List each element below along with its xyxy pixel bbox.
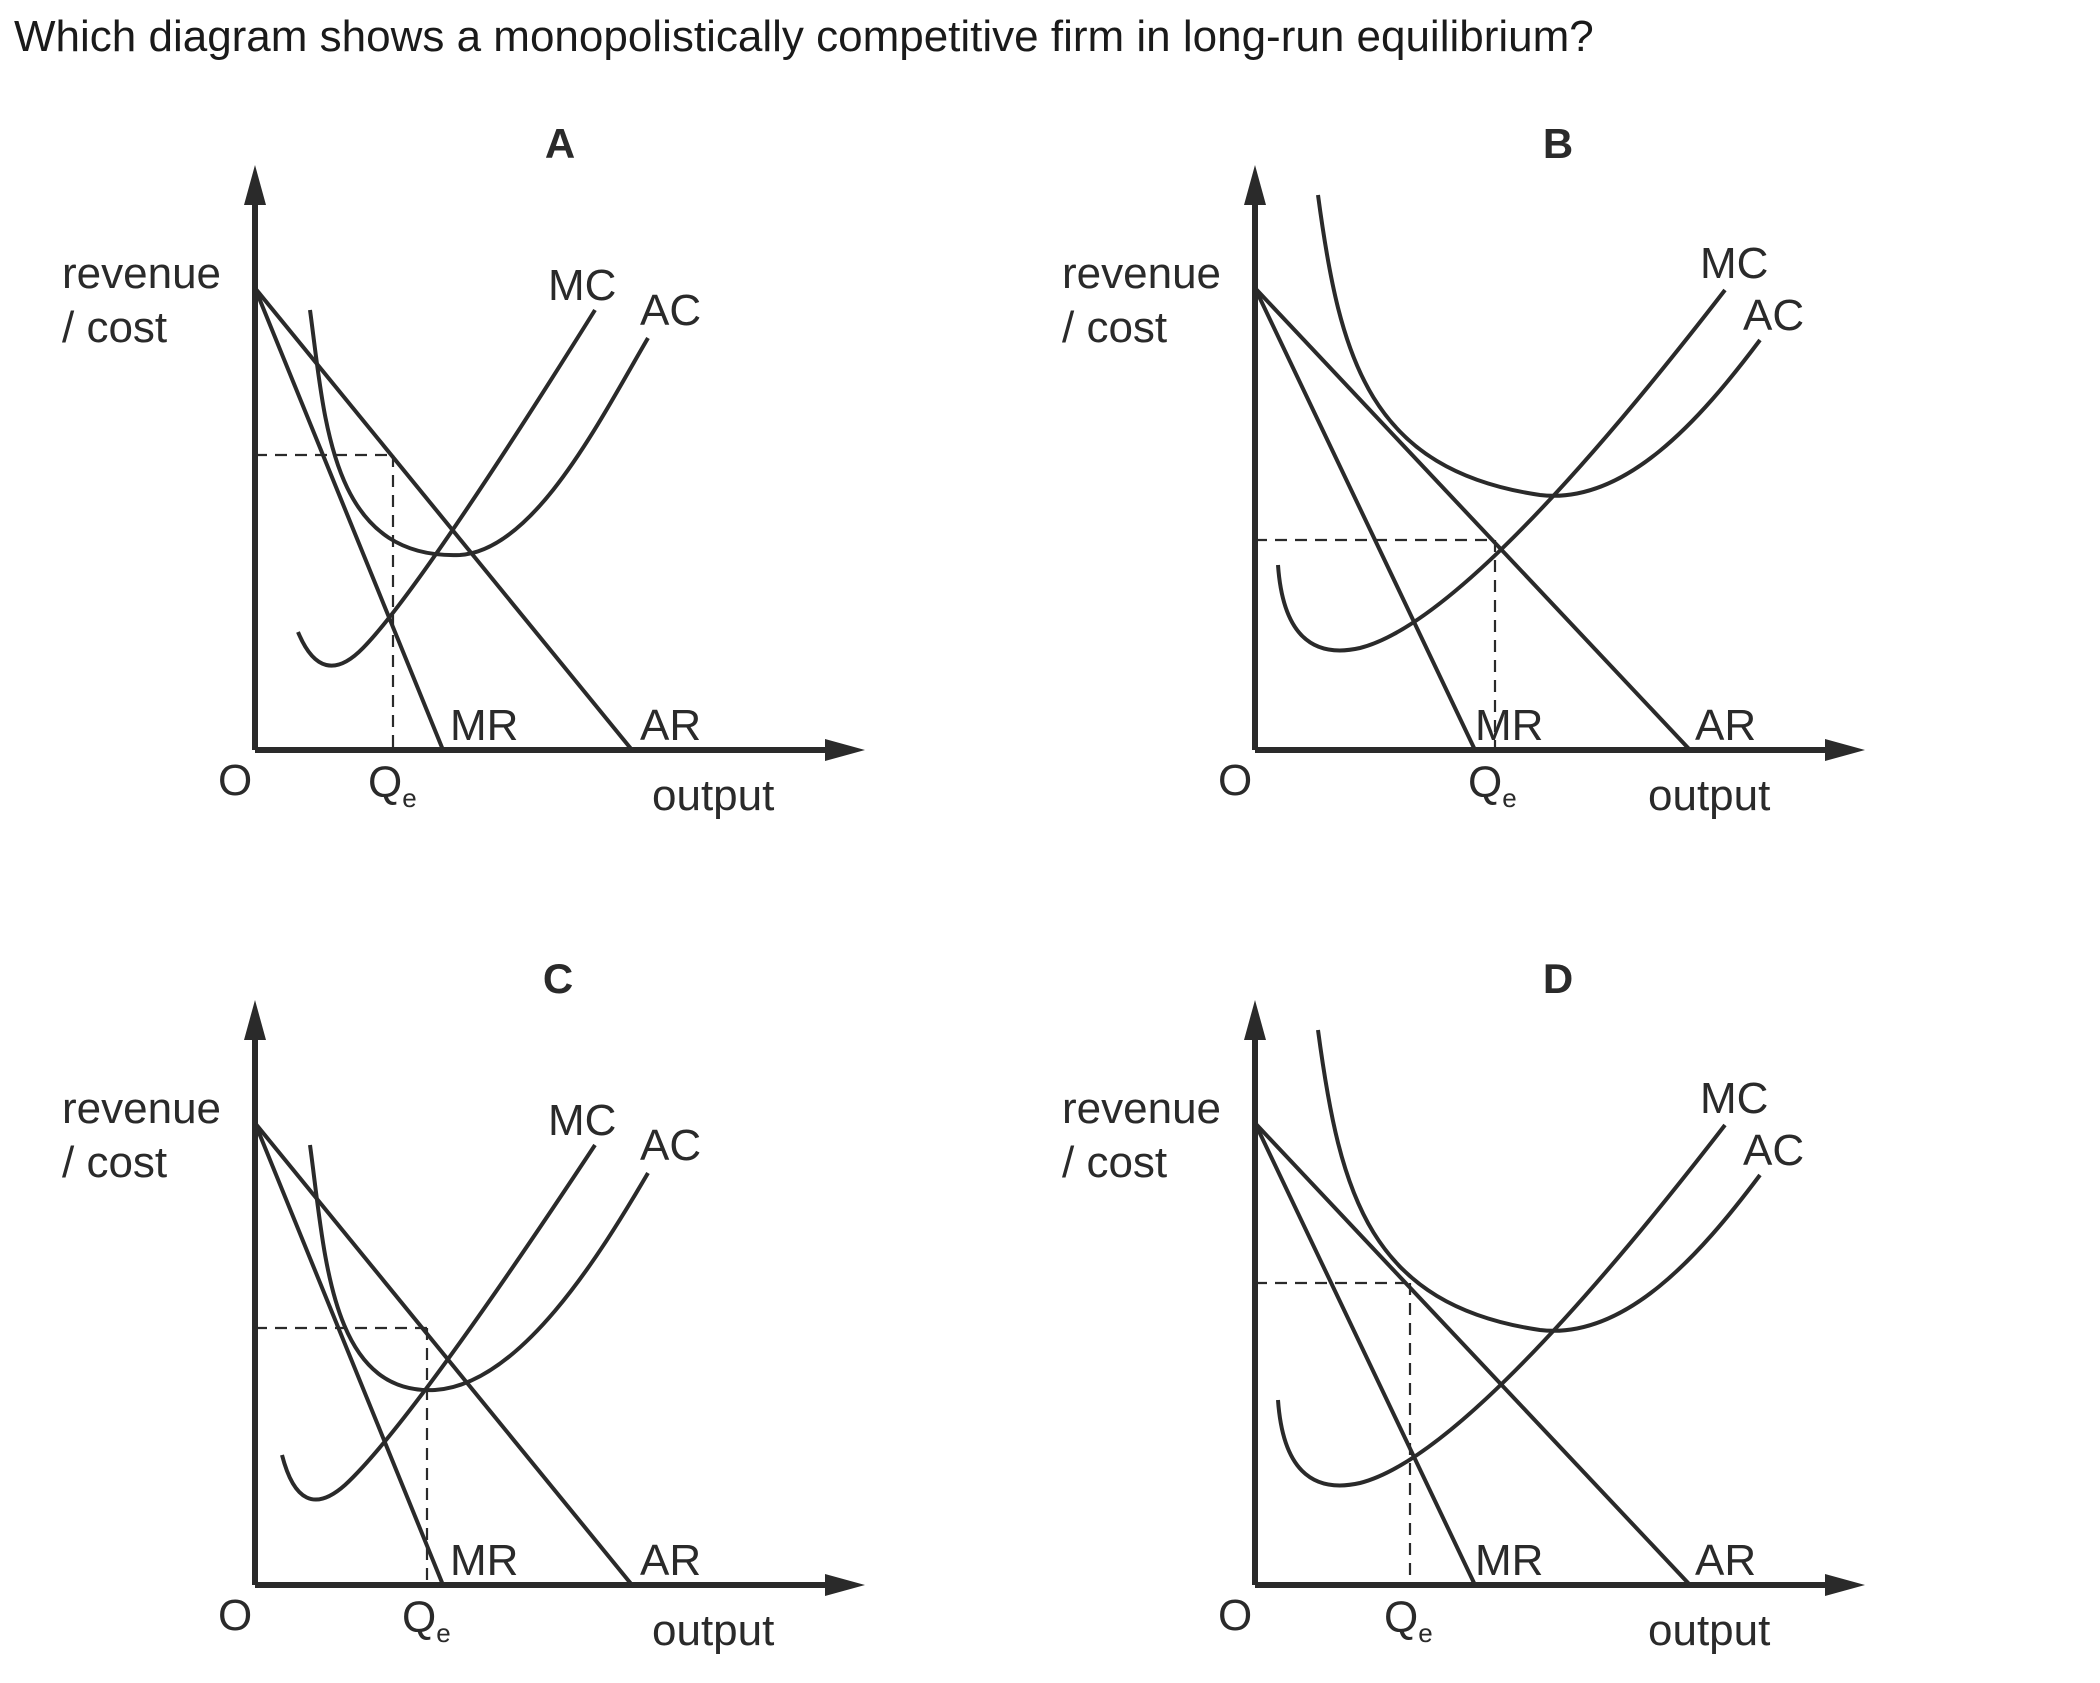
- panel-letter-c: C: [543, 955, 573, 1002]
- mc-curve: [296, 308, 597, 668]
- qe-label: Qe: [1384, 1593, 1433, 1648]
- y-axis-label-line2: / cost: [62, 1138, 167, 1187]
- ar-curve: [253, 286, 634, 752]
- origin-label: O: [218, 756, 252, 805]
- ar-curve: [1253, 286, 1692, 752]
- mr-curve: [253, 1122, 445, 1586]
- mc-label: MC: [1700, 1074, 1768, 1123]
- x-axis-label: output: [1648, 771, 1770, 820]
- ac-label: AC: [640, 1121, 701, 1170]
- origin-label: O: [1218, 756, 1252, 805]
- qe-label: Qe: [402, 1593, 451, 1648]
- mc-label: MC: [548, 261, 616, 310]
- x-axis-label: output: [652, 771, 774, 820]
- y-axis-label-line1: revenue: [1062, 1084, 1221, 1133]
- qe-label: Qe: [1468, 758, 1517, 813]
- ac-curve: [1316, 194, 1762, 498]
- panel-letter-d: D: [1543, 955, 1573, 1002]
- y-axis-label-line2: / cost: [62, 303, 167, 352]
- y-axis-label-line1: revenue: [62, 249, 221, 298]
- ar-label: AR: [1695, 1536, 1756, 1585]
- y-axis-label-line1: revenue: [1062, 249, 1221, 298]
- mc-label: MC: [1700, 239, 1768, 288]
- mr-label: MR: [450, 1536, 518, 1585]
- mr-curve: [1253, 287, 1477, 751]
- question-text: Which diagram shows a monopolistically c…: [14, 12, 1594, 61]
- ac-label: AC: [1743, 291, 1804, 340]
- y-axis-label-line2: / cost: [1062, 303, 1167, 352]
- panel-d: D revenue / cost O output MC AC MR AR Qe: [1062, 955, 1865, 1655]
- mr-label: MR: [1475, 1536, 1543, 1585]
- mc-label: MC: [548, 1096, 616, 1145]
- ar-curve: [253, 1121, 634, 1587]
- ar-label: AR: [640, 701, 701, 750]
- mr-curve: [1253, 1122, 1477, 1586]
- panel-c: C revenue / cost O output MC AC MR AR Qe: [62, 955, 865, 1655]
- ac-curve: [308, 1144, 650, 1393]
- y-axis-label-line1: revenue: [62, 1084, 221, 1133]
- panel-letter-b: B: [1543, 120, 1573, 167]
- mc-curve: [280, 1143, 597, 1502]
- origin-label: O: [1218, 1591, 1252, 1640]
- ac-label: AC: [1743, 1126, 1804, 1175]
- ac-label: AC: [640, 286, 701, 335]
- mc-curve: [1276, 288, 1727, 653]
- mc-curve: [1276, 1123, 1727, 1488]
- origin-label: O: [218, 1591, 252, 1640]
- x-axis-label: output: [652, 1606, 774, 1655]
- panel-letter-a: A: [545, 120, 575, 167]
- ar-label: AR: [1695, 701, 1756, 750]
- y-axis-label-line2: / cost: [1062, 1138, 1167, 1187]
- qe-label: Qe: [368, 758, 417, 813]
- ar-label: AR: [640, 1536, 701, 1585]
- mr-label: MR: [1475, 701, 1543, 750]
- panel-a: A revenue / cost O output MC AC MR AR Qe: [62, 120, 865, 820]
- ac-curve: [308, 309, 650, 558]
- mr-label: MR: [450, 701, 518, 750]
- ar-curve: [1253, 1121, 1692, 1587]
- x-axis-label: output: [1648, 1606, 1770, 1655]
- panel-b: B revenue / cost O output MC AC MR AR Qe: [1062, 120, 1865, 820]
- ac-curve: [1316, 1029, 1762, 1333]
- mr-curve: [253, 287, 445, 751]
